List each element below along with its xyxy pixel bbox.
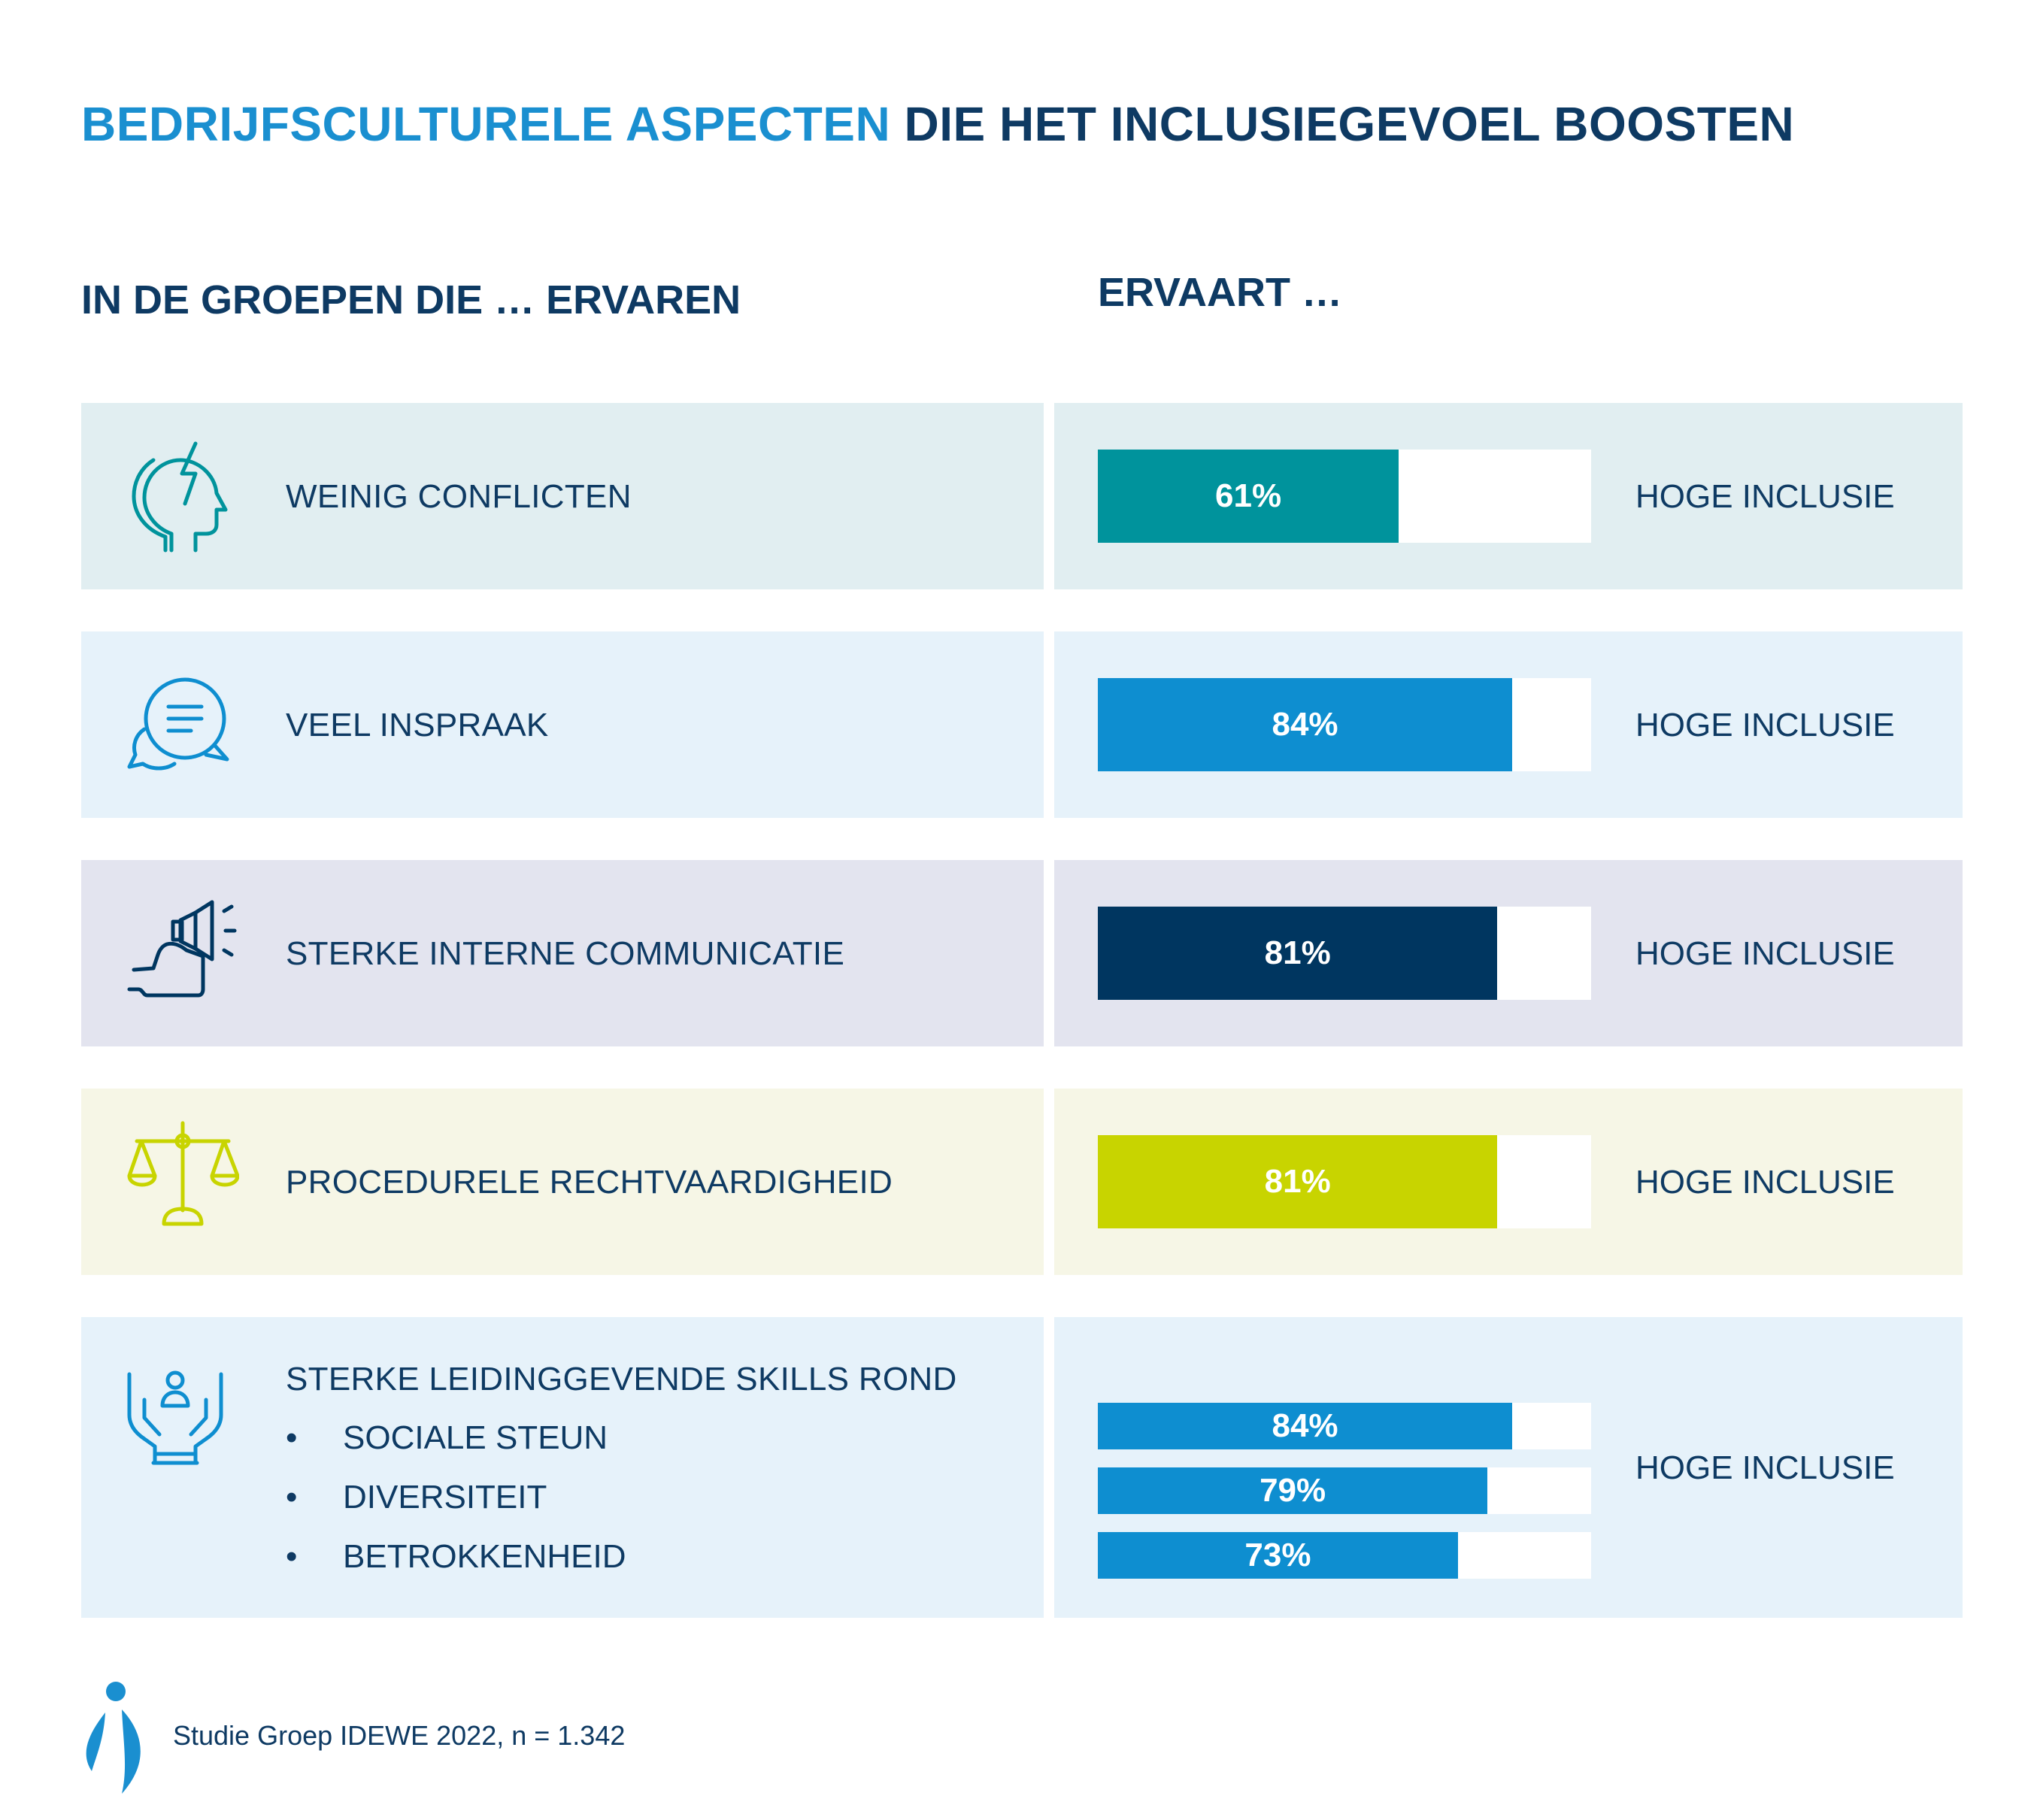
row-right-panel: 84% HOGE INCLUSIE	[1054, 631, 1963, 818]
leadership-item-label: DIVERSITEIT	[343, 1479, 547, 1516]
row-left-panel: STERKE INTERNE COMMUNICATIE	[81, 860, 1044, 1046]
bar-track: 61%	[1098, 450, 1591, 543]
row-left-panel: VEEL INSPRAAK	[81, 631, 1044, 818]
bar-value-label: 84%	[1272, 1407, 1338, 1444]
bar-value-label: 84%	[1272, 706, 1338, 743]
row-left-panel: WEINIG CONFLICTEN	[81, 403, 1044, 589]
leadership-label: STERKE LEIDINGGEVENDE SKILLS ROND	[286, 1361, 957, 1398]
idewe-logo-icon	[75, 1681, 158, 1797]
bar-fill-procedurele-rechtvaardigheid	[1098, 1135, 1498, 1228]
source-note: Studie Groep IDEWE 2022, n = 1.342	[173, 1720, 626, 1751]
title-rest: DIE HET INCLUSIEGEVOEL BOOSTEN	[890, 97, 1795, 151]
bar-fill-betrokkenheid	[1098, 1532, 1458, 1579]
row-label: STERKE INTERNE COMMUNICATIE	[286, 935, 845, 972]
bullet: •	[286, 1479, 298, 1516]
scales-icon	[126, 1119, 240, 1235]
result-label: HOGE INCLUSIE	[1635, 935, 1895, 972]
leadership-right-panel: 84% 79% 73% HOGE INCLUSIE	[1054, 1317, 1963, 1618]
right-column-header: ERVAART …	[1098, 270, 1343, 315]
bar-value-label: 79%	[1260, 1472, 1326, 1509]
hands-person-icon	[126, 1370, 224, 1471]
head-conflict-icon	[126, 438, 239, 562]
bar-track: 81%	[1098, 907, 1591, 1000]
row-left-panel: PROCEDURELE RECHTVAARDIGHEID	[81, 1089, 1044, 1275]
bar-track: 84%	[1098, 1403, 1591, 1449]
bar-value-label: 81%	[1264, 1163, 1331, 1200]
bar-track: 81%	[1098, 1135, 1591, 1228]
bar-fill-diversiteit	[1098, 1467, 1488, 1514]
result-label: HOGE INCLUSIE	[1635, 1164, 1895, 1201]
row-label: VEEL INSPRAAK	[286, 707, 549, 743]
row-label: WEINIG CONFLICTEN	[286, 478, 632, 515]
left-column-header: IN DE GROEPEN DIE … ERVAREN	[81, 277, 741, 323]
result-label: HOGE INCLUSIE	[1635, 707, 1895, 743]
bar-fill-veel-inspraak	[1098, 678, 1513, 771]
page-title: BEDRIJFSCULTURELE ASPECTEN DIE HET INCLU…	[81, 96, 1794, 152]
result-label: HOGE INCLUSIE	[1635, 478, 1895, 515]
bar-fill-sociale-steun	[1098, 1403, 1513, 1449]
result-label: HOGE INCLUSIE	[1635, 1449, 1895, 1486]
bullet: •	[286, 1538, 298, 1575]
row-right-panel: 81% HOGE INCLUSIE	[1054, 1089, 1963, 1275]
bar-fill-sterke-interne-communicatie	[1098, 907, 1498, 1000]
speech-bubbles-icon	[126, 671, 239, 780]
row-label: PROCEDURELE RECHTVAARDIGHEID	[286, 1164, 893, 1201]
bullet: •	[286, 1419, 298, 1456]
leadership-left-panel: STERKE LEIDINGGEVENDE SKILLS ROND • SOCI…	[81, 1317, 1044, 1618]
megaphone-hand-icon	[126, 890, 254, 1022]
bar-track: 79%	[1098, 1467, 1591, 1514]
title-accent: BEDRIJFSCULTURELE ASPECTEN	[81, 97, 891, 151]
leadership-item-label: SOCIALE STEUN	[343, 1419, 608, 1456]
bar-value-label: 61%	[1215, 477, 1282, 514]
row-right-panel: 81% HOGE INCLUSIE	[1054, 860, 1963, 1046]
bar-value-label: 73%	[1244, 1537, 1311, 1573]
row-right-panel: 61% HOGE INCLUSIE	[1054, 403, 1963, 589]
leadership-item-label: BETROKKENHEID	[343, 1538, 626, 1575]
bar-track: 73%	[1098, 1532, 1591, 1579]
bar-track: 84%	[1098, 678, 1591, 771]
bar-fill-weinig-conflicten	[1098, 450, 1399, 543]
bar-value-label: 81%	[1264, 934, 1331, 971]
